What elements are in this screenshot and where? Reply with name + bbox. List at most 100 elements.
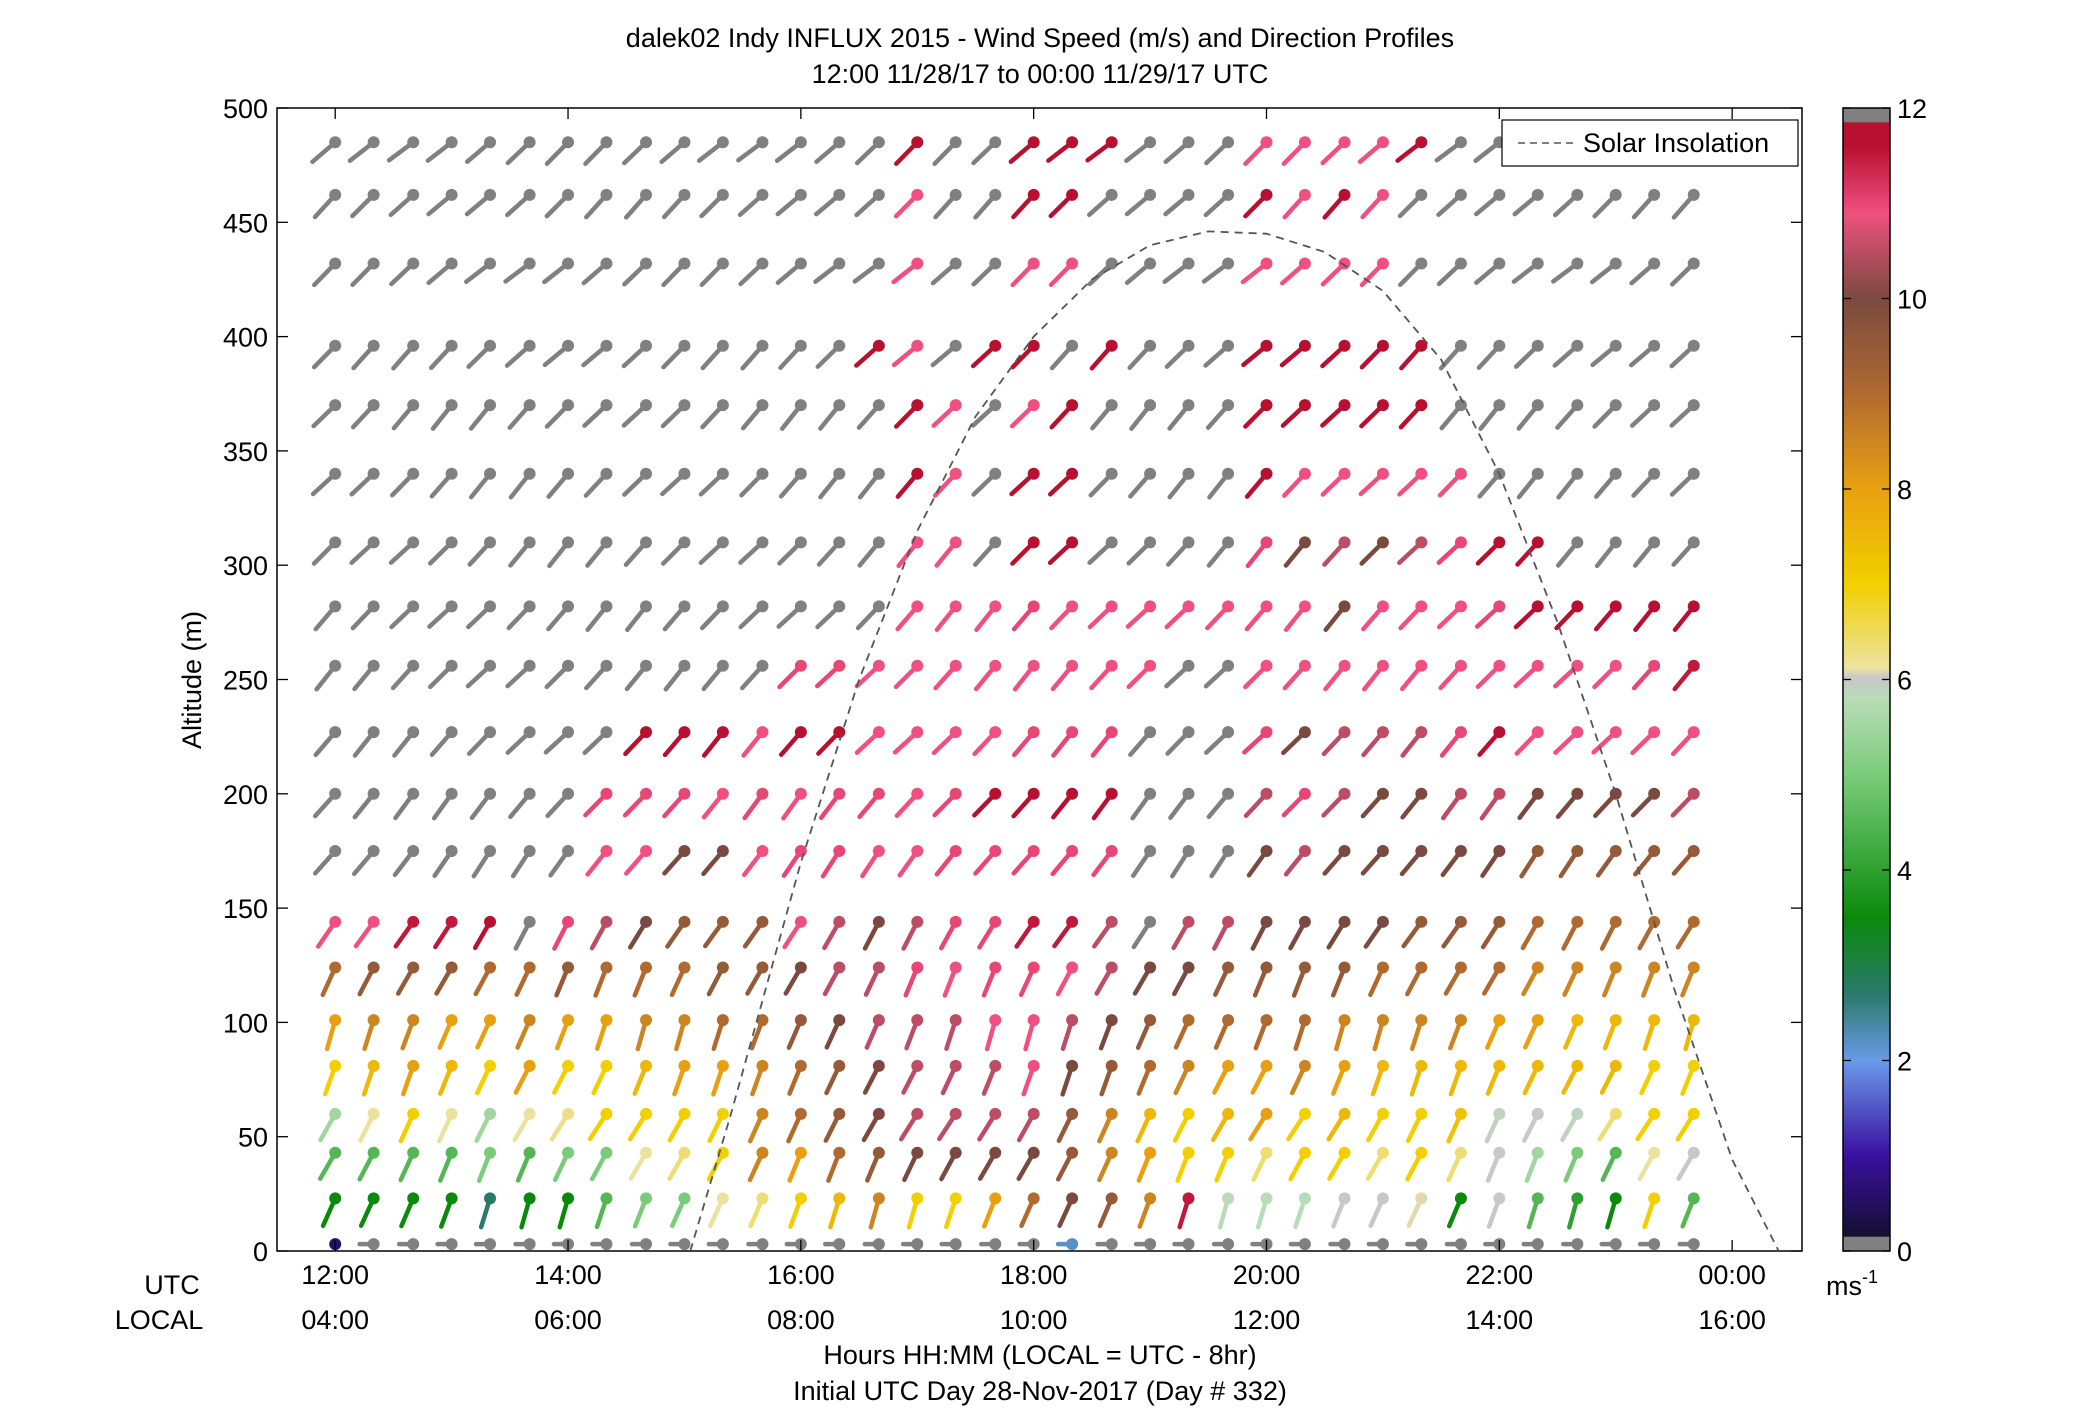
wind-vector-head: [1454, 399, 1467, 412]
wind-vector-head: [949, 467, 962, 480]
wind-vector-head: [872, 915, 885, 928]
wind-vector-head: [445, 257, 458, 270]
wind-vector-head: [445, 915, 458, 928]
wind-vector-head: [523, 467, 536, 480]
wind-vector-head: [1454, 1059, 1467, 1072]
wind-vector-head: [407, 844, 420, 857]
wind-vector-head: [1222, 1146, 1235, 1159]
wind-vector-head: [678, 467, 691, 480]
legend-box: [1501, 119, 1799, 167]
wind-vector-head: [911, 600, 924, 613]
wind-vector-head: [1609, 844, 1622, 857]
wind-vector-head: [1182, 467, 1195, 480]
wind-vector-head: [1454, 844, 1467, 857]
wind-vector-head: [756, 600, 769, 613]
wind-vector-head: [329, 915, 342, 928]
wind-vector-head: [949, 915, 962, 928]
wind-vector-head: [949, 659, 962, 672]
wind-vector-head: [756, 726, 769, 739]
wind-vector-head: [562, 536, 575, 549]
wind-vector-head: [484, 467, 497, 480]
wind-vector-head: [367, 961, 380, 974]
wind-vector-head: [1687, 257, 1700, 270]
wind-vector-head: [872, 659, 885, 672]
wind-vector-head: [1222, 339, 1235, 352]
wind-vector-head: [1105, 961, 1118, 974]
wind-vector-head: [445, 136, 458, 149]
wind-vector-head: [600, 257, 613, 270]
wind-vector-head: [678, 339, 691, 352]
y-tick-label: 500: [223, 94, 268, 124]
wind-vector-head: [1338, 915, 1351, 928]
wind-vector-head: [329, 1192, 342, 1205]
wind-vector-head: [1222, 915, 1235, 928]
wind-vector-head: [756, 399, 769, 412]
wind-vector-head: [1376, 961, 1389, 974]
wind-vector-head: [484, 136, 497, 149]
wind-vector-head: [1144, 726, 1157, 739]
y-tick-label: 400: [223, 323, 268, 353]
wind-vector-head: [716, 961, 729, 974]
wind-vector-head: [445, 1059, 458, 1072]
wind-vector-head: [1376, 787, 1389, 800]
wind-vector-head: [640, 339, 653, 352]
wind-vector-head: [1066, 1238, 1079, 1251]
wind-vector-head: [949, 339, 962, 352]
wind-vector-head: [1298, 600, 1311, 613]
wind-vector-head: [1222, 787, 1235, 800]
wind-vector-head: [1338, 467, 1351, 480]
wind-vector-head: [1105, 188, 1118, 201]
wind-vector-head: [1027, 787, 1040, 800]
wind-vector-head: [484, 961, 497, 974]
wind-vector-head: [1182, 257, 1195, 270]
colorbar-tick-label: 10: [1897, 285, 1927, 315]
wind-vector-head: [1338, 726, 1351, 739]
wind-vector-head: [600, 1192, 613, 1205]
wind-vector-head: [1687, 726, 1700, 739]
wind-vector-head: [1415, 1146, 1428, 1159]
wind-vector-head: [1298, 915, 1311, 928]
wind-vector-head: [833, 536, 846, 549]
wind-vector-head: [1571, 600, 1584, 613]
wind-vector-head: [600, 787, 613, 800]
wind-vector-head: [523, 536, 536, 549]
wind-vector-head: [678, 659, 691, 672]
wind-vector-head: [833, 726, 846, 739]
wind-vector-head: [600, 136, 613, 149]
local-row-label: LOCAL: [115, 1305, 204, 1335]
wind-vector-head: [1338, 787, 1351, 800]
wind-vector-head: [562, 467, 575, 480]
wind-vector-head: [1027, 1107, 1040, 1120]
x-tick-label-local: 12:00: [1233, 1305, 1301, 1335]
wind-vector-head: [329, 1107, 342, 1120]
wind-vector-head: [1454, 600, 1467, 613]
wind-vector-head: [407, 961, 420, 974]
wind-vector-head: [833, 257, 846, 270]
wind-vector-head: [640, 726, 653, 739]
wind-vector-head: [872, 600, 885, 613]
wind-vector-head: [407, 1146, 420, 1159]
wind-vector-head: [794, 1014, 807, 1027]
wind-vector-head: [367, 600, 380, 613]
wind-vector-head: [1415, 339, 1428, 352]
wind-vector-head: [1027, 136, 1040, 149]
wind-vector-head: [600, 188, 613, 201]
wind-vector-head: [1376, 1146, 1389, 1159]
wind-vector-head: [1298, 961, 1311, 974]
wind-vector-head: [1027, 188, 1040, 201]
wind-vector-head: [1298, 1014, 1311, 1027]
wind-vector-head: [1415, 1238, 1428, 1251]
wind-vector-head: [640, 659, 653, 672]
wind-vector-head: [600, 1107, 613, 1120]
wind-vector-head: [1338, 1146, 1351, 1159]
wind-vector-head: [523, 1238, 536, 1251]
x-tick-label-utc: 20:00: [1233, 1260, 1301, 1290]
wind-vector-head: [1571, 787, 1584, 800]
wind-vector-head: [1105, 1192, 1118, 1205]
wind-vector-head: [989, 659, 1002, 672]
wind-vector-head: [794, 536, 807, 549]
wind-vector-head: [794, 1059, 807, 1072]
x-tick-label-utc: 22:00: [1466, 1260, 1534, 1290]
wind-vector-head: [678, 844, 691, 857]
wind-vector-head: [523, 844, 536, 857]
